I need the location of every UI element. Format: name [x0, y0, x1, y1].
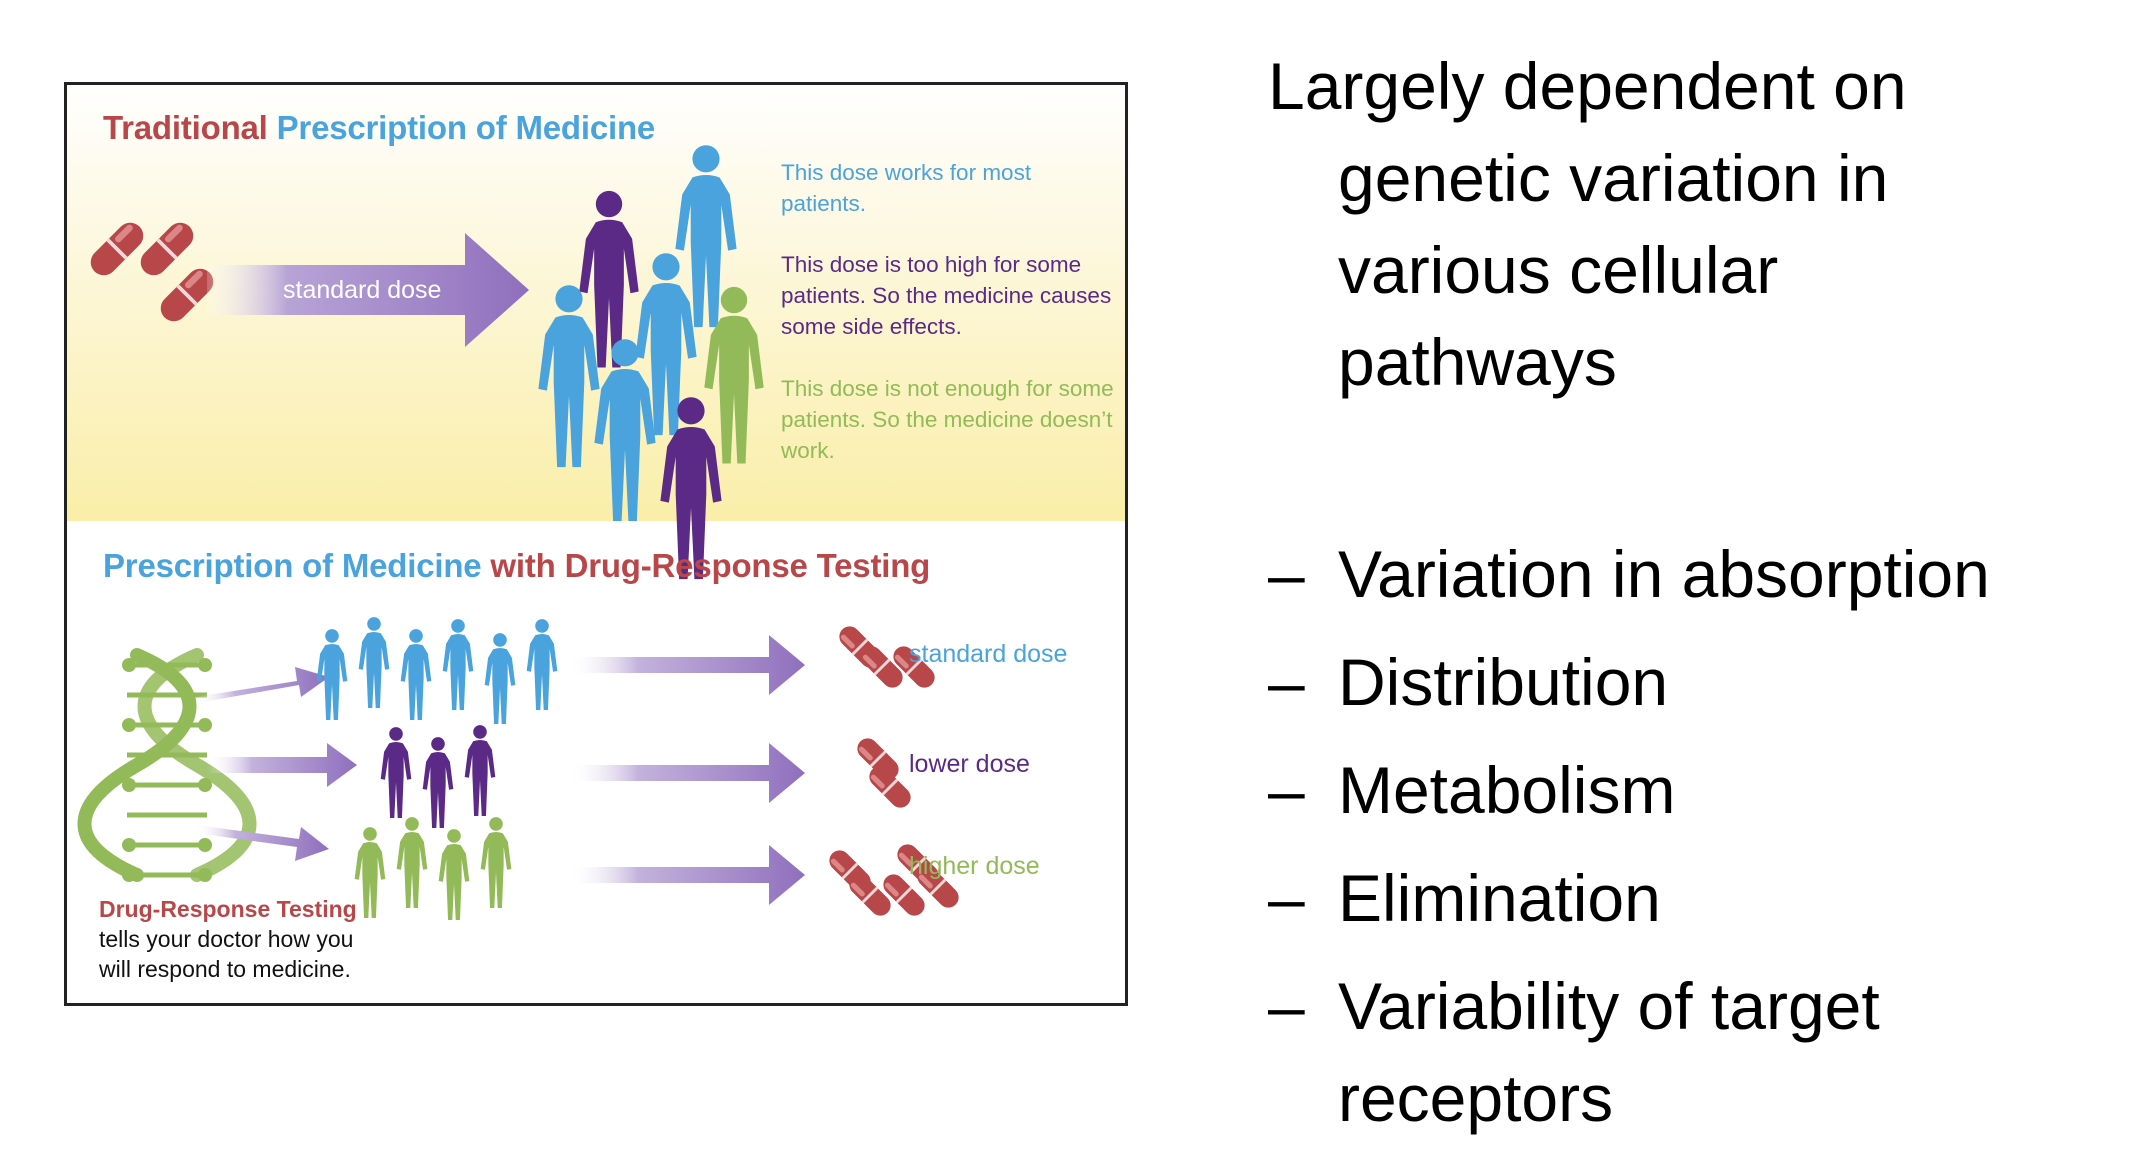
dash-bullet: –: [1268, 537, 1305, 611]
group-arrow: [207, 743, 357, 787]
dose-arrow: [567, 743, 805, 803]
heading-part: with Drug-Response Testing: [490, 547, 931, 584]
person-icon-group: [316, 617, 558, 725]
traditional-heading: Traditional Prescription of Medicine: [103, 107, 655, 148]
testing-heading: Prescription of Medicine with Drug-Respo…: [103, 545, 930, 586]
dna-icon: [77, 648, 257, 882]
bullet-item: – Metabolism: [1268, 744, 1675, 836]
note-not-enough: This dose is not enough for some patient…: [781, 376, 1114, 463]
heading-part: Prescription of Medicine: [276, 109, 656, 146]
dose-label-standard: standard dose: [909, 640, 1068, 668]
person-icon: [422, 737, 454, 829]
bullet-text: Distribution: [1338, 645, 1669, 719]
heading-part: Traditional: [103, 109, 268, 146]
bullet-item: – Variability of target receptors: [1268, 960, 1998, 1144]
dose-label-higher: higher dose: [909, 852, 1040, 880]
bullet-item: – Distribution: [1268, 636, 1668, 728]
caption-line: tells your doctor how you: [99, 926, 354, 952]
pharmacogenomics-infographic: Traditional Prescription of Medicine sta…: [64, 82, 1128, 1006]
person-icon: [380, 727, 412, 819]
caption-title: Drug-Response Testing: [99, 896, 357, 922]
person-icon: [526, 619, 558, 711]
bullet-text: Metabolism: [1338, 753, 1676, 827]
dash-bullet: –: [1268, 645, 1305, 719]
person-icon: [396, 817, 428, 909]
bullet-text: Elimination: [1338, 861, 1661, 935]
dose-arrow: [567, 845, 805, 905]
bullet-text: Variability of target receptors: [1338, 969, 1880, 1135]
person-icon: [442, 619, 474, 711]
person-icon: [464, 725, 496, 817]
bullet-text: Variation in absorption: [1338, 537, 1990, 611]
person-icon: [354, 827, 386, 919]
infographic-graphics: [67, 85, 1125, 922]
note-works: This dose works for most patients.: [781, 160, 1032, 216]
person-icon: [484, 633, 516, 725]
dose-label-lower: lower dose: [909, 750, 1030, 778]
dash-bullet: –: [1268, 861, 1305, 935]
person-icon: [480, 817, 512, 909]
person-icon-group: [354, 817, 512, 921]
bullet-item: – Variation in absorption: [1268, 528, 1990, 620]
standard-dose-arrow-label: standard dose: [283, 276, 442, 304]
dash-bullet: –: [1268, 969, 1305, 1043]
caption-line: will respond to medicine.: [99, 956, 351, 982]
pill-icon: [851, 732, 917, 814]
heading-part: Prescription of Medicine: [103, 547, 482, 584]
lead-line: Largely dependent on: [1268, 49, 1907, 123]
person-icon: [400, 629, 432, 721]
bullet-item: – Elimination: [1268, 852, 1661, 944]
group-arrow: [195, 667, 329, 703]
person-icon-group: [380, 725, 496, 829]
dash-bullet: –: [1268, 753, 1305, 827]
dose-arrow: [567, 635, 805, 695]
lead-text: Largely dependent on genetic variation i…: [1268, 40, 2028, 408]
person-icon: [358, 617, 390, 709]
person-icon: [316, 629, 348, 721]
standard-dose-arrow: [207, 233, 529, 347]
group-arrow: [195, 825, 329, 861]
lead-continuation: genetic variation in various cellular pa…: [1338, 141, 1889, 399]
note-too-high: This dose is too high for some patients.…: [781, 252, 1112, 339]
person-icon: [438, 829, 470, 921]
